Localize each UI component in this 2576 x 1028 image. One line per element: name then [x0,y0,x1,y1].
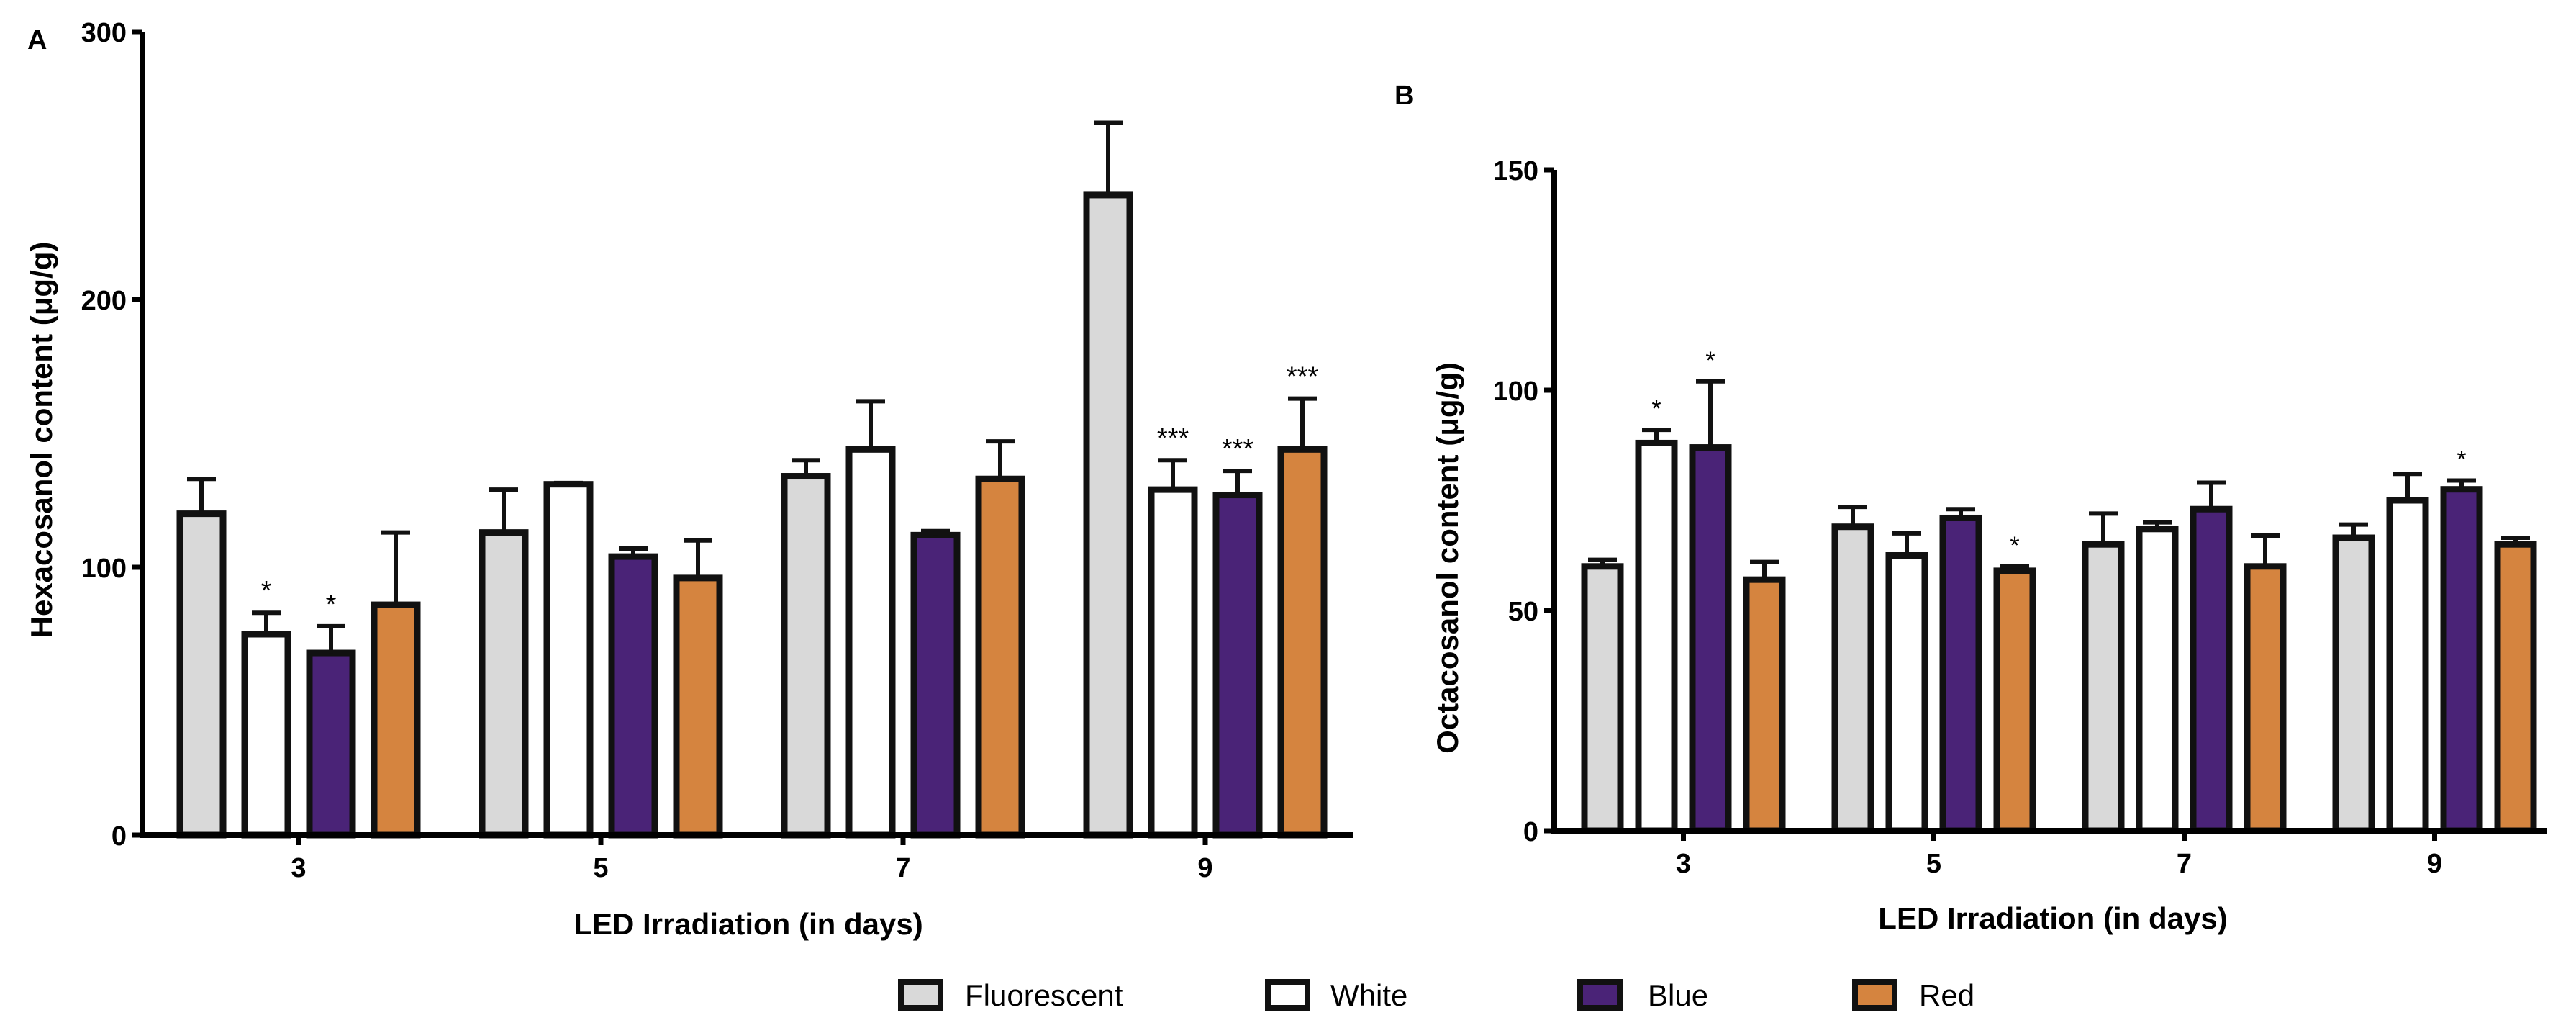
bar-blue-day-5 [608,553,658,839]
x-axis-title-a: LED Irradiation (in days) [573,907,922,941]
bar-fluorescent-day-7 [2082,541,2125,834]
bar-red-day-3 [371,601,421,839]
bar-red-day-5 [1993,567,2036,834]
bar-blue-day-9 [1212,492,1263,839]
legend-swatch-blue [1577,979,1623,1011]
bar-white-day-5 [543,481,594,839]
bar-red-day-5 [673,574,723,839]
x-tick-label-3: 3 [291,853,306,883]
y-axis-title-a: Hexacosanol content (μg/g) [24,242,58,639]
bar-white-day-9 [2386,497,2429,834]
bar-blue-day-3 [1689,444,1732,834]
y-tick-label-150: 150 [1493,156,1538,186]
significance-blue-day-3: * [326,590,337,620]
bar-white-day-9 [1148,486,1198,839]
bar-fluorescent-day-5 [479,529,529,839]
bar-white-day-5 [1885,552,1928,834]
legend: Fluorescent White Blue Red [898,978,1974,1012]
bar-red-day-9 [2494,541,2537,834]
bar-fluorescent-day-5 [1831,523,1874,834]
bar-blue-day-5 [1939,514,1982,834]
y-tick-label-100: 100 [81,554,127,584]
bar-red-day-7 [2244,563,2287,834]
x-axis-title-b: LED Irradiation (in days) [1878,901,2227,935]
bar-fluorescent-day-9 [1083,191,1133,839]
bar-white-day-7 [845,446,896,839]
x-tick-label-9: 9 [2427,849,2442,879]
x-tick-label-9: 9 [1197,853,1212,883]
legend-swatch-red [1852,979,1897,1011]
x-tick-label-7: 7 [895,853,910,883]
legend-swatch-fluorescent [898,979,943,1011]
bar-blue-day-3 [306,649,356,839]
bar-white-day-3 [241,631,291,839]
bar-fluorescent-day-3 [1581,563,1624,834]
bar-blue-day-7 [910,531,961,839]
x-tick-label-5: 5 [593,853,608,883]
bar-white-day-3 [1635,439,1678,834]
bar-red-day-9 [1277,446,1328,839]
bar-fluorescent-day-7 [781,473,831,839]
legend-label-red: Red [1919,978,1974,1012]
significance-blue-day-3: * [1705,347,1715,374]
chart-b: * * * * 0 50 100 150 3 5 7 9 [1493,156,2547,879]
x-tick-label-5: 5 [1926,849,1941,879]
significance-white-day-3: * [1651,395,1661,423]
y-tick-label-0: 0 [112,821,127,852]
significance-white-day-3: * [261,576,272,606]
legend-label-white: White [1330,978,1407,1012]
bar-white-day-7 [2136,526,2179,834]
significance-blue-day-9: *** [1222,434,1254,464]
bar-blue-day-9 [2440,486,2483,834]
legend-swatch-white [1265,979,1310,1011]
bar-red-day-7 [975,475,1025,839]
legend-label-blue: Blue [1648,978,1708,1012]
y-tick-label-300: 300 [81,18,127,48]
significance-red-day-9: *** [1287,362,1319,392]
significance-red-day-5: * [2010,532,2019,559]
bar-red-day-3 [1743,576,1786,834]
x-tick-label-7: 7 [2177,849,2192,879]
significance-blue-day-9: * [2457,446,2466,473]
significance-white-day-9: *** [1157,423,1189,454]
legend-label-fluorescent: Fluorescent [965,978,1123,1012]
y-tick-label-200: 200 [81,286,127,316]
y-tick-label-50: 50 [1508,597,1538,627]
x-tick-label-3: 3 [1676,849,1691,879]
bar-fluorescent-day-3 [176,510,227,839]
y-tick-label-100: 100 [1493,377,1538,407]
y-axis-title-b: Octacosanol content (μg/g) [1430,362,1464,754]
bar-blue-day-7 [2190,505,2233,834]
panel-label-b: B [1394,81,1414,111]
panel-label-a: A [27,25,47,55]
bar-fluorescent-day-9 [2332,534,2375,834]
y-tick-label-0: 0 [1523,817,1538,847]
